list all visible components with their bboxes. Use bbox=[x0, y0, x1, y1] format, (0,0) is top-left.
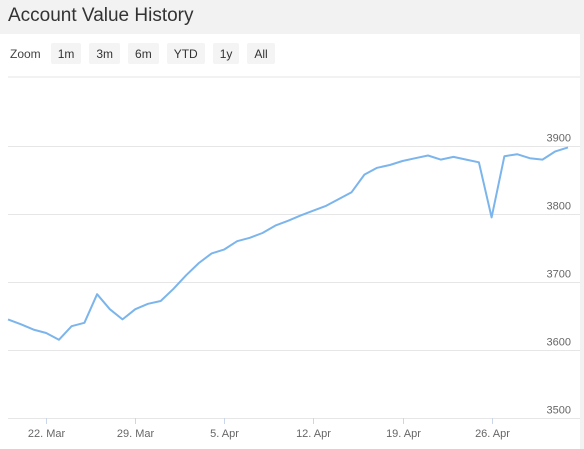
page-title: Account Value History bbox=[8, 5, 194, 26]
zoom-3m-button[interactable]: 3m bbox=[89, 43, 121, 64]
y-tick-label: 3500 bbox=[547, 405, 571, 417]
x-tick-label: 29. Mar bbox=[117, 428, 155, 440]
y-tick-label: 3900 bbox=[547, 133, 571, 145]
series-line bbox=[7, 146, 569, 341]
zoom-label: Zoom bbox=[10, 46, 41, 61]
zoom-6m-button[interactable]: 6m bbox=[128, 43, 159, 64]
chart-panel: Zoom 1m 3m 6m YTD 1y All 3500 3600 3700 380… bbox=[0, 34, 580, 449]
zoom-ytd-button[interactable]: YTD bbox=[166, 43, 205, 64]
account-value-chart: 3500 3600 3700 3800 3900 22. Mar 29. Mar 5. Apr… bbox=[7, 76, 580, 440]
x-tick-label: 12. Apr bbox=[296, 428, 331, 440]
x-tick-label: 5. Apr bbox=[210, 428, 239, 440]
x-tick-label: 26. Apr bbox=[475, 428, 510, 440]
x-tick-label: 22. Mar bbox=[28, 428, 66, 440]
y-tick-label: 3600 bbox=[547, 337, 571, 349]
y-tick-label: 3700 bbox=[547, 269, 571, 281]
zoom-1y-button[interactable]: 1y bbox=[212, 43, 240, 64]
x-tick-label: 19. Apr bbox=[386, 428, 421, 440]
zoom-all-button[interactable]: All bbox=[247, 43, 275, 64]
zoom-bar: Zoom 1m 3m 6m YTD 1y All bbox=[10, 43, 275, 64]
zoom-1m-button[interactable]: 1m bbox=[50, 43, 82, 64]
y-tick-label: 3800 bbox=[547, 201, 571, 213]
